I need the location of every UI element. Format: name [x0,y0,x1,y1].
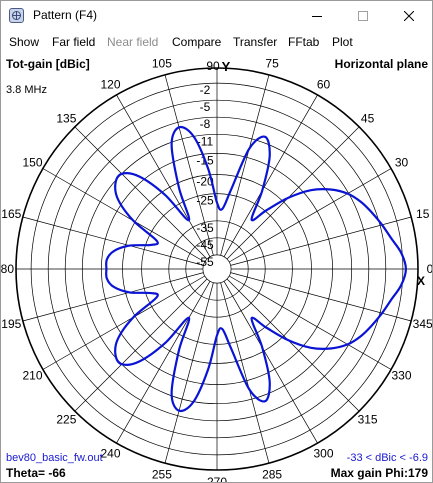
angle-label-285: 285 [262,468,282,482]
radial-label-6: -20 [196,175,214,189]
maximize-button[interactable] [340,1,386,31]
polar-spoke-300 [223,281,318,444]
radial-label-1: -2 [200,83,211,97]
angle-label-345: 345 [413,317,432,331]
angle-label-150: 150 [22,156,42,170]
menu-compare[interactable]: Compare [172,35,222,49]
polar-spoke-330 [229,275,392,370]
menu-plot[interactable]: Plot [332,35,353,49]
radial-label-8: -35 [196,221,214,235]
menu-show[interactable]: Show [9,35,40,49]
window-title: Pattern (F4) [33,8,98,22]
gain-type-label: Tot-gain [dBic] [6,57,90,71]
app-icon [9,8,24,23]
polar-spoke-120 [116,94,211,257]
polar-spoke-45 [226,126,360,260]
polar-spoke-315 [226,278,360,412]
gain-range-label: -33 < dBic < -6.9 [346,452,428,464]
radial-label-9: -45 [196,238,214,252]
radial-label-3: -8 [200,117,211,131]
angle-label-105: 105 [152,56,172,70]
angle-label-165: 165 [1,207,21,221]
polar-chart: 0 15 30 45 60 75 105 120 135 150 165 180 195 210 225 24… [1,56,432,482]
minimize-icon [312,16,322,17]
x-axis-marker: X [417,274,425,288]
polar-spoke-285 [220,282,270,464]
menu-transfer[interactable]: Transfer [233,35,278,49]
angle-label-120: 120 [100,78,120,92]
menu-near-field[interactable]: Near field [107,35,159,49]
minimize-button[interactable] [294,1,340,31]
polar-spoke-60 [223,94,318,257]
radial-label-7: -25 [196,194,214,208]
angle-label-45: 45 [361,111,375,125]
angle-label-225: 225 [56,413,76,427]
angle-label-15: 15 [416,207,430,221]
polar-spoke-195 [22,272,204,322]
angle-label-30: 30 [395,156,409,170]
polar-spoke-210 [42,275,205,370]
menu-bar: Show Far field Near field Compare Transf… [1,31,432,53]
angle-label-330: 330 [391,369,411,383]
angle-label-255: 255 [152,468,172,482]
polar-spoke-165 [22,216,204,266]
polar-spoke-150 [42,168,205,263]
radial-label-4: -11 [197,134,214,148]
polar-spoke-105 [164,74,214,256]
polar-spoke-345 [230,272,412,322]
angle-label-210: 210 [22,369,42,383]
polar-spoke-75 [220,74,270,256]
angle-label-0: 0 [427,262,432,276]
angle-label-300: 300 [313,447,333,461]
angle-label-90: 90 [206,59,220,73]
angle-label-60: 60 [317,78,331,92]
y-axis-marker: Y [222,59,231,74]
title-bar[interactable]: Pattern (F4) [1,1,432,31]
angle-label-315: 315 [358,413,378,427]
menu-fftab[interactable]: FFtab [288,35,320,49]
gain-pattern-trace [105,125,407,413]
pattern-plot-area[interactable]: 0 15 30 45 60 75 105 120 135 150 165 180 195 210 225 24… [1,53,432,482]
close-button[interactable] [386,1,432,31]
frequency-label: 3.8 MHz [6,84,47,96]
angle-label-135: 135 [56,111,76,125]
radial-label-10: -55 [196,255,214,269]
angle-label-180: 180 [1,262,14,276]
file-name-label: bev80_basic_fw.out [6,452,103,464]
angle-label-270: 270 [207,475,227,482]
maximize-icon [358,11,368,21]
angle-label-240: 240 [100,447,120,461]
radial-label-2: -5 [200,100,211,114]
polar-spoke-225 [74,278,208,412]
polar-spoke-15 [230,216,412,266]
polar-spoke-240 [116,281,211,444]
max-gain-label: Max gain Phi:179 [330,466,428,480]
angle-label-195: 195 [1,317,21,331]
angle-label-75: 75 [265,56,279,70]
theta-label: Theta= -66 [6,466,66,480]
polar-spoke-135 [74,126,208,260]
polar-spoke-255 [164,282,214,464]
close-icon [404,11,414,21]
plane-label: Horizontal plane [334,57,428,71]
polar-spoke-30 [229,168,392,263]
menu-far-field[interactable]: Far field [52,35,96,49]
